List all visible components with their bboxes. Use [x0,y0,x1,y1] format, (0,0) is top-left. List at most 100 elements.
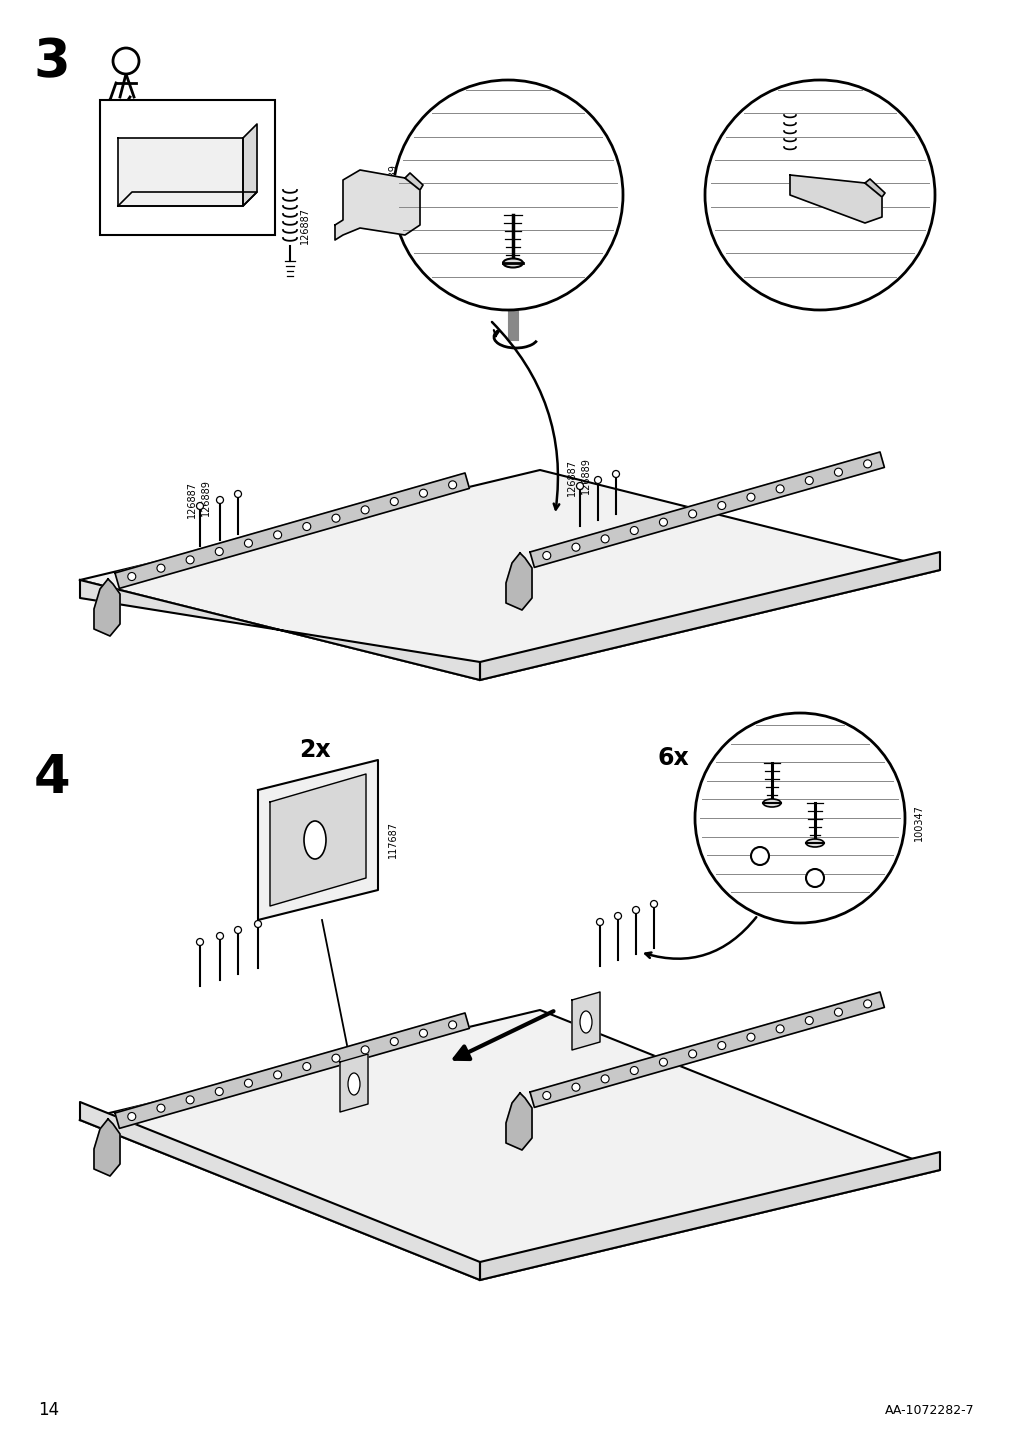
Circle shape [361,1045,369,1054]
Circle shape [746,493,754,501]
Circle shape [650,901,657,908]
Circle shape [392,80,623,309]
Circle shape [614,912,621,919]
Circle shape [601,536,609,543]
Text: 14: 14 [38,1400,59,1419]
Polygon shape [115,1012,469,1128]
Circle shape [273,1071,281,1078]
Circle shape [659,1058,667,1067]
Polygon shape [80,1103,479,1280]
Polygon shape [479,551,939,680]
Text: MAXIMERA: MAXIMERA [141,115,234,129]
Text: 126887: 126887 [299,206,309,243]
Circle shape [805,869,823,886]
Polygon shape [270,775,366,906]
Text: 126887: 126887 [886,136,896,173]
Polygon shape [80,470,939,680]
Polygon shape [404,173,423,190]
Circle shape [245,540,252,547]
Circle shape [775,1025,784,1032]
Polygon shape [258,760,378,919]
FancyBboxPatch shape [100,100,275,235]
Circle shape [717,501,725,510]
Polygon shape [335,170,420,241]
Circle shape [215,1087,223,1095]
Circle shape [302,1063,310,1071]
Circle shape [332,514,340,523]
Ellipse shape [348,1073,360,1095]
Text: 126889: 126889 [387,163,397,200]
Circle shape [186,1095,194,1104]
Circle shape [595,918,603,925]
Ellipse shape [762,799,780,808]
Circle shape [834,1008,841,1017]
Circle shape [571,543,579,551]
Circle shape [127,1113,135,1120]
Polygon shape [118,137,243,206]
Circle shape [419,1030,427,1037]
Circle shape [157,1104,165,1113]
Text: 117687: 117687 [387,822,397,859]
Circle shape [630,527,638,534]
Circle shape [196,938,203,945]
Text: 126887: 126887 [187,481,197,518]
Polygon shape [530,992,884,1107]
Circle shape [127,573,135,580]
Text: 3: 3 [33,36,71,87]
Circle shape [630,1067,638,1074]
Circle shape [695,713,904,924]
Polygon shape [790,175,882,223]
Text: 100347: 100347 [913,805,923,842]
Circle shape [216,497,223,504]
Circle shape [235,927,242,934]
Polygon shape [506,553,532,610]
Circle shape [687,1050,696,1058]
Circle shape [775,485,784,493]
Text: 126889: 126889 [545,212,554,248]
Text: 126889: 126889 [900,182,910,219]
Circle shape [216,932,223,939]
Circle shape [632,906,639,914]
Circle shape [750,846,768,865]
Ellipse shape [303,821,326,859]
Text: 126889: 126889 [580,458,590,494]
Circle shape [196,503,203,510]
Circle shape [862,460,870,468]
Circle shape [717,1041,725,1050]
Polygon shape [80,1010,939,1280]
Circle shape [805,1017,813,1024]
Polygon shape [571,992,600,1050]
Polygon shape [80,580,479,680]
Text: 6x: 6x [656,746,688,770]
Text: AA-1072282-7: AA-1072282-7 [885,1403,974,1416]
Circle shape [805,477,813,484]
Polygon shape [118,192,257,206]
Circle shape [390,497,398,505]
Ellipse shape [805,839,823,846]
Circle shape [245,1080,252,1087]
Ellipse shape [579,1011,591,1032]
Circle shape [332,1054,340,1063]
Polygon shape [530,453,884,567]
Polygon shape [479,1151,939,1280]
Circle shape [659,518,667,526]
Polygon shape [115,473,469,589]
Circle shape [302,523,310,530]
Polygon shape [94,579,120,636]
Circle shape [687,510,696,518]
Ellipse shape [502,259,523,268]
Circle shape [361,505,369,514]
Text: 2x: 2x [432,188,463,212]
Circle shape [612,471,619,477]
Circle shape [215,547,223,556]
Circle shape [448,1021,456,1028]
Polygon shape [340,1054,368,1113]
Circle shape [273,531,281,538]
Circle shape [746,1034,754,1041]
Circle shape [571,1083,579,1091]
Circle shape [390,1038,398,1045]
Polygon shape [506,1093,532,1150]
Circle shape [601,1075,609,1083]
Circle shape [186,556,194,564]
Circle shape [705,80,934,309]
